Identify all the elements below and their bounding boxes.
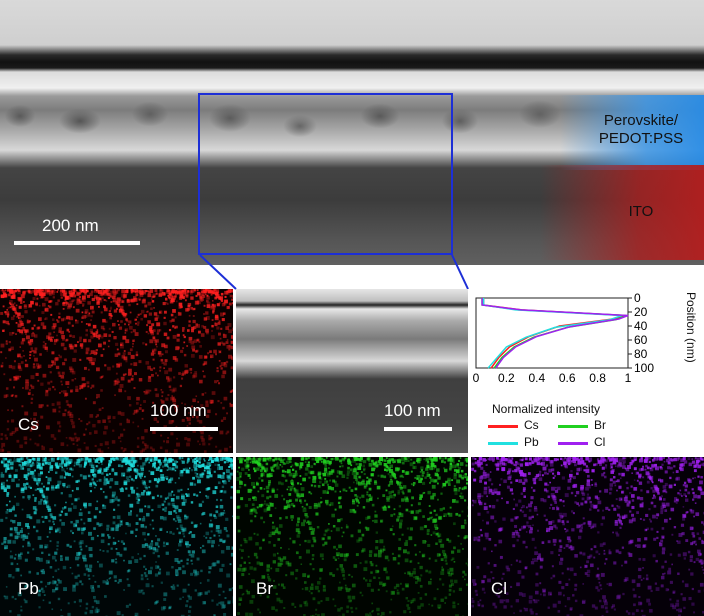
chart-legend: Cs Br Pb Cl bbox=[488, 418, 638, 454]
connector-right bbox=[451, 255, 469, 290]
scalebar-label-top: 200 nm bbox=[42, 216, 99, 235]
legend-swatch bbox=[488, 425, 518, 428]
chart-xlabel: Normalized intensity bbox=[492, 402, 601, 416]
chart-ylabel-wrap: Position (nm) bbox=[682, 292, 702, 392]
pb-speckle bbox=[0, 457, 233, 616]
zoom-region-box bbox=[198, 93, 453, 255]
br-speckle bbox=[236, 457, 468, 616]
legend-item-br: Br bbox=[558, 418, 628, 434]
cs-eds-map: Cs 100 nm bbox=[0, 289, 233, 453]
x-tick-label: 0.2 bbox=[498, 371, 515, 385]
cs-scalebar bbox=[150, 427, 218, 431]
x-tick-label: 0.6 bbox=[559, 371, 576, 385]
y-tick-label: 80 bbox=[634, 347, 648, 361]
legend-label: Cl bbox=[594, 435, 606, 449]
tem-zoom-image: 100 nm bbox=[236, 289, 468, 453]
ito-layer-highlight bbox=[540, 165, 704, 260]
legend-label: Cs bbox=[524, 418, 539, 432]
y-tick-label: 60 bbox=[634, 333, 648, 347]
legend-item-cs: Cs bbox=[488, 418, 558, 434]
legend-swatch bbox=[558, 442, 588, 445]
legend-item-pb: Pb bbox=[488, 435, 558, 451]
legend-item-cl: Cl bbox=[558, 435, 628, 451]
series-line-cl bbox=[481, 298, 629, 369]
cs-label: Cs bbox=[18, 415, 39, 434]
legend-label: Br bbox=[594, 418, 606, 432]
pb-label: Pb bbox=[18, 579, 39, 598]
chart-frame bbox=[475, 297, 629, 369]
ito-label: ITO bbox=[628, 203, 654, 220]
pb-eds-map: Pb bbox=[0, 457, 233, 616]
zoom-connector bbox=[199, 255, 469, 290]
y-tick-label: 0 bbox=[634, 291, 641, 305]
tem-cross-section-image: Perovskite/ PEDOT:PSS ITO 200 nm bbox=[0, 0, 704, 265]
tem-zoom-scalebar-label: 100 nm bbox=[384, 401, 441, 420]
x-tick-label: 0 bbox=[473, 371, 480, 385]
y-tick-label: 20 bbox=[634, 305, 648, 319]
legend-swatch bbox=[488, 442, 518, 445]
cl-speckle bbox=[471, 457, 704, 616]
perovskite-pedot-label: Perovskite/ PEDOT:PSS bbox=[598, 112, 684, 147]
connector-left bbox=[199, 255, 237, 290]
scalebar-top bbox=[14, 241, 140, 245]
perovskite-layer-highlight bbox=[560, 95, 704, 170]
cl-eds-map: Cl bbox=[471, 457, 704, 616]
tem-zoom-scalebar bbox=[384, 427, 452, 431]
x-tick-label: 1 bbox=[625, 371, 632, 385]
br-eds-map: Br bbox=[236, 457, 468, 616]
y-tick-label: 100 bbox=[634, 361, 654, 375]
cs-speckle bbox=[0, 289, 233, 453]
legend-label: Pb bbox=[524, 435, 539, 449]
chart-ylabel: Position (nm) bbox=[684, 292, 698, 363]
y-tick-label: 40 bbox=[634, 319, 648, 333]
legend-swatch bbox=[558, 425, 588, 428]
cs-scalebar-label: 100 nm bbox=[150, 401, 207, 420]
x-tick-label: 0.4 bbox=[528, 371, 545, 385]
x-tick-label: 0.8 bbox=[589, 371, 606, 385]
cl-label: Cl bbox=[491, 579, 508, 598]
br-label: Br bbox=[256, 579, 273, 598]
